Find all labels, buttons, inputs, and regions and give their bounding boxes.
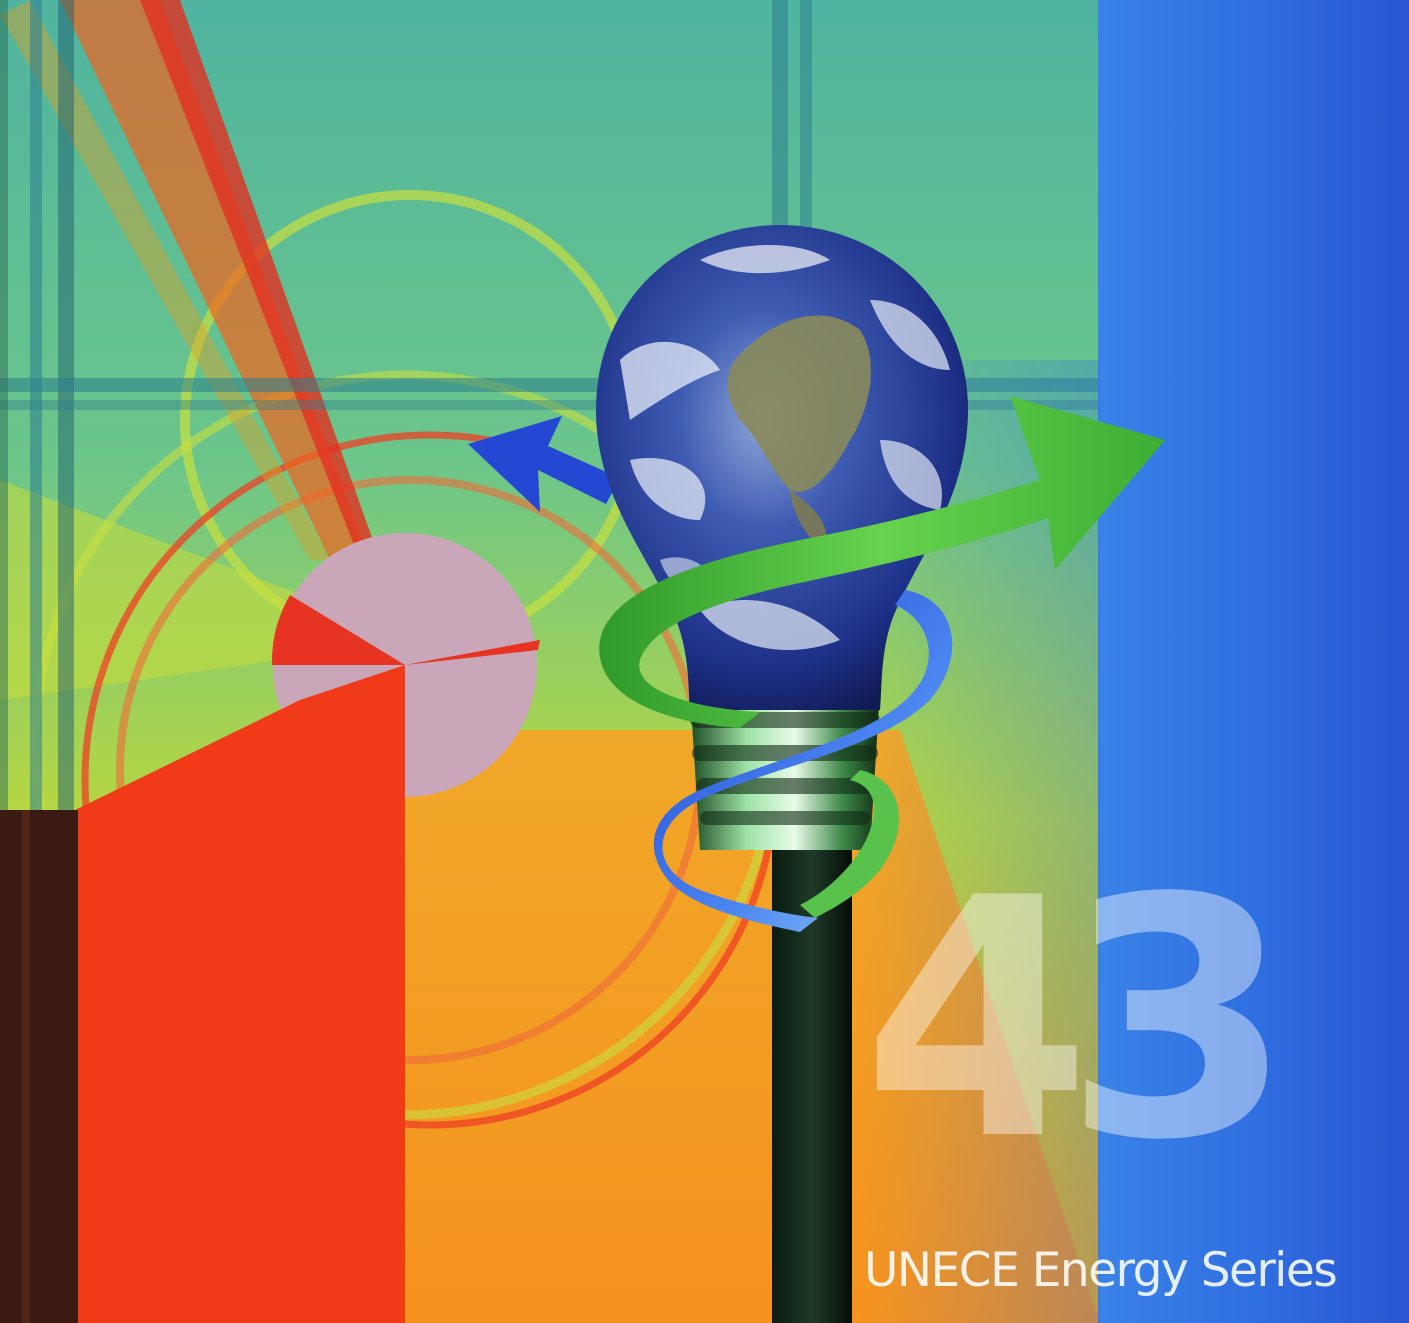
arrow-left-icon bbox=[468, 416, 620, 512]
blue-ribbon bbox=[653, 590, 953, 932]
arrow-right-icon bbox=[599, 396, 1165, 918]
bulb-base bbox=[690, 690, 880, 850]
volume-number: 43 bbox=[862, 828, 1293, 1212]
series-title: UNECE Energy Series bbox=[864, 1243, 1338, 1298]
